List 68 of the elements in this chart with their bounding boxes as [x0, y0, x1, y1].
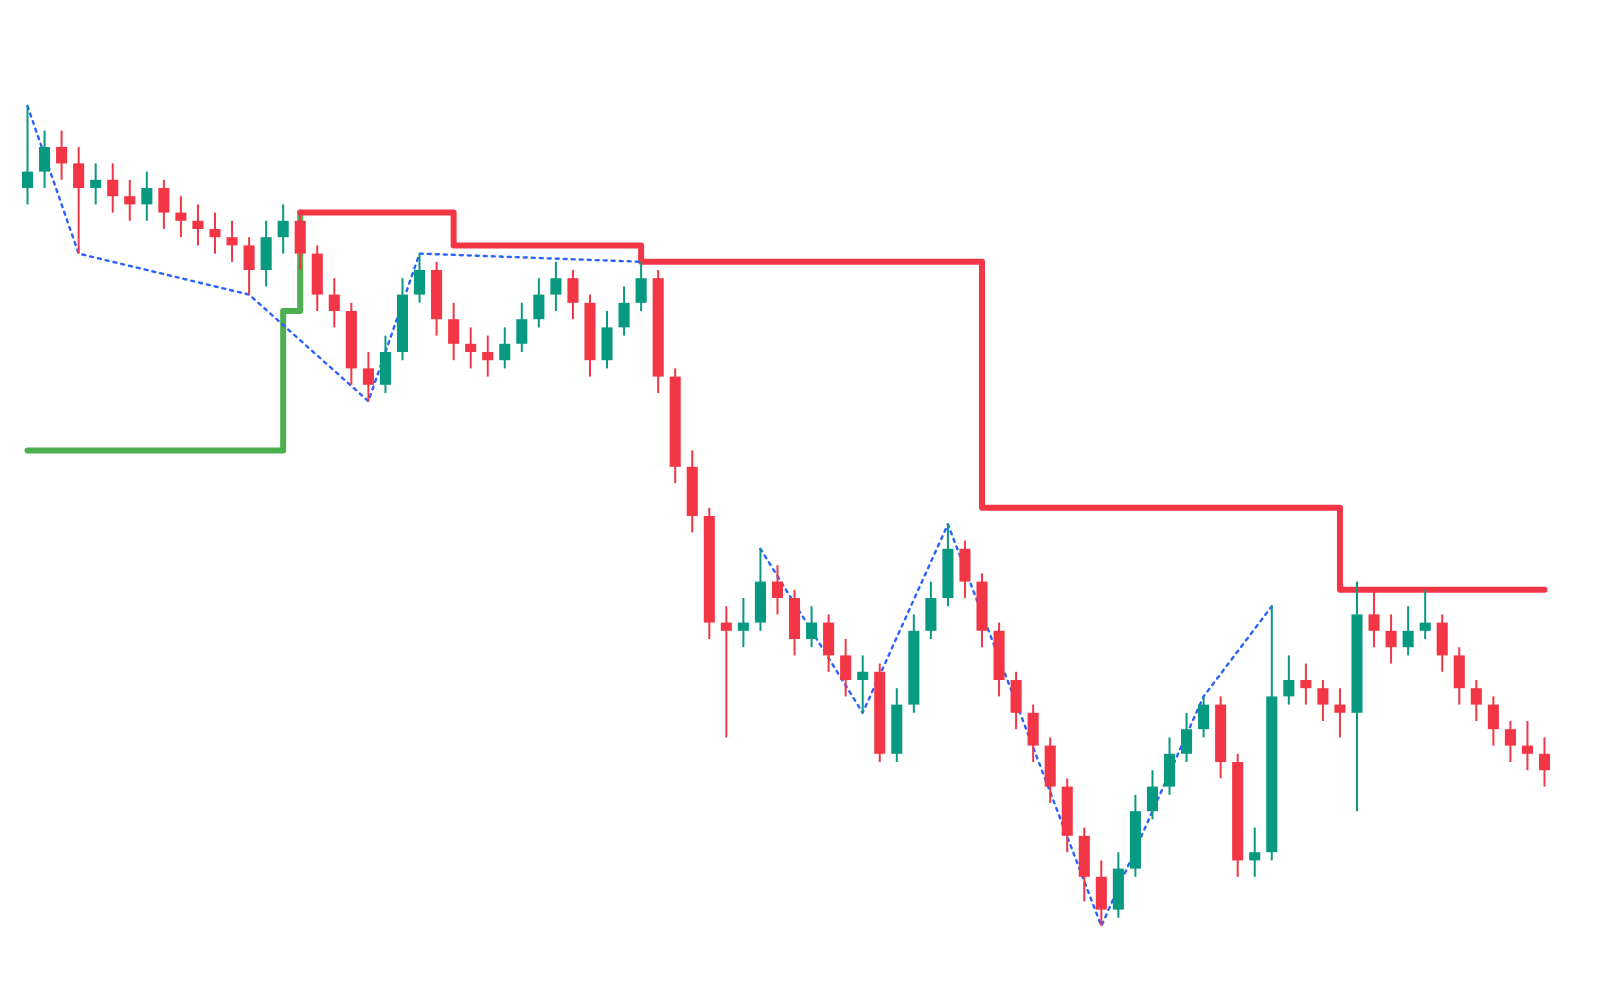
candlestick	[1095, 859, 1107, 927]
candlestick	[175, 195, 187, 239]
candlestick	[362, 351, 374, 403]
candlestick	[56, 129, 68, 181]
candlestick	[73, 146, 85, 255]
candlestick	[601, 310, 613, 370]
candlestick	[414, 252, 426, 304]
candlestick	[533, 277, 545, 329]
candlestick	[516, 301, 528, 353]
candlestick	[311, 244, 323, 312]
candlestick	[465, 326, 477, 370]
candlestick	[1044, 736, 1056, 804]
candlestick	[124, 178, 136, 222]
candlestick	[260, 219, 272, 288]
candlestick	[243, 236, 255, 296]
candlestick	[1453, 646, 1465, 706]
candlestick	[1163, 736, 1176, 796]
candlestick	[823, 613, 835, 673]
candlestick	[379, 334, 391, 394]
candlestick	[226, 219, 238, 263]
candlestick	[737, 597, 749, 649]
candlestick	[857, 654, 869, 714]
candlestick	[1283, 654, 1295, 706]
candlestick	[1402, 605, 1414, 657]
candlestick	[1300, 662, 1312, 706]
candlestick	[482, 334, 494, 378]
candlestick	[1078, 826, 1090, 903]
candlestick	[959, 539, 971, 599]
candlestick	[90, 162, 102, 206]
candlestick	[806, 605, 818, 649]
candlestick	[1027, 703, 1039, 763]
candlestick	[209, 211, 221, 255]
candlestick	[1181, 711, 1193, 763]
candlestick	[1504, 720, 1516, 763]
candlestick	[1112, 851, 1124, 919]
candlestick	[1146, 769, 1158, 821]
candlestick	[277, 203, 289, 255]
candlestick	[925, 580, 937, 640]
candlestick	[567, 269, 579, 321]
candlestick	[1521, 720, 1533, 772]
candlestick	[499, 326, 511, 370]
candlestick	[720, 605, 732, 739]
candlestick	[1538, 736, 1551, 788]
candlestick	[1487, 695, 1499, 747]
candlestick	[158, 178, 170, 230]
candlestick	[1317, 679, 1329, 722]
candlestick	[1385, 613, 1397, 665]
candlestick	[1436, 613, 1448, 673]
candlestick	[1470, 679, 1482, 722]
candlestick	[1419, 588, 1431, 640]
candlestick	[1198, 695, 1210, 739]
candlestick	[107, 162, 119, 214]
candlestick	[635, 260, 647, 312]
candlestick	[840, 638, 852, 698]
candlestick	[1249, 826, 1261, 878]
candlestick	[141, 170, 153, 222]
candlestick	[39, 129, 51, 189]
candlestick	[788, 588, 801, 657]
candlestick	[771, 564, 784, 616]
candlestick	[1334, 687, 1346, 739]
candlestick	[328, 277, 340, 329]
candlestick	[754, 547, 766, 632]
candlestick	[618, 285, 630, 337]
candlestick	[1010, 670, 1022, 731]
candlestick	[21, 105, 34, 206]
candlestick	[192, 203, 204, 247]
candlestick	[448, 301, 460, 362]
candlestick	[550, 260, 562, 312]
